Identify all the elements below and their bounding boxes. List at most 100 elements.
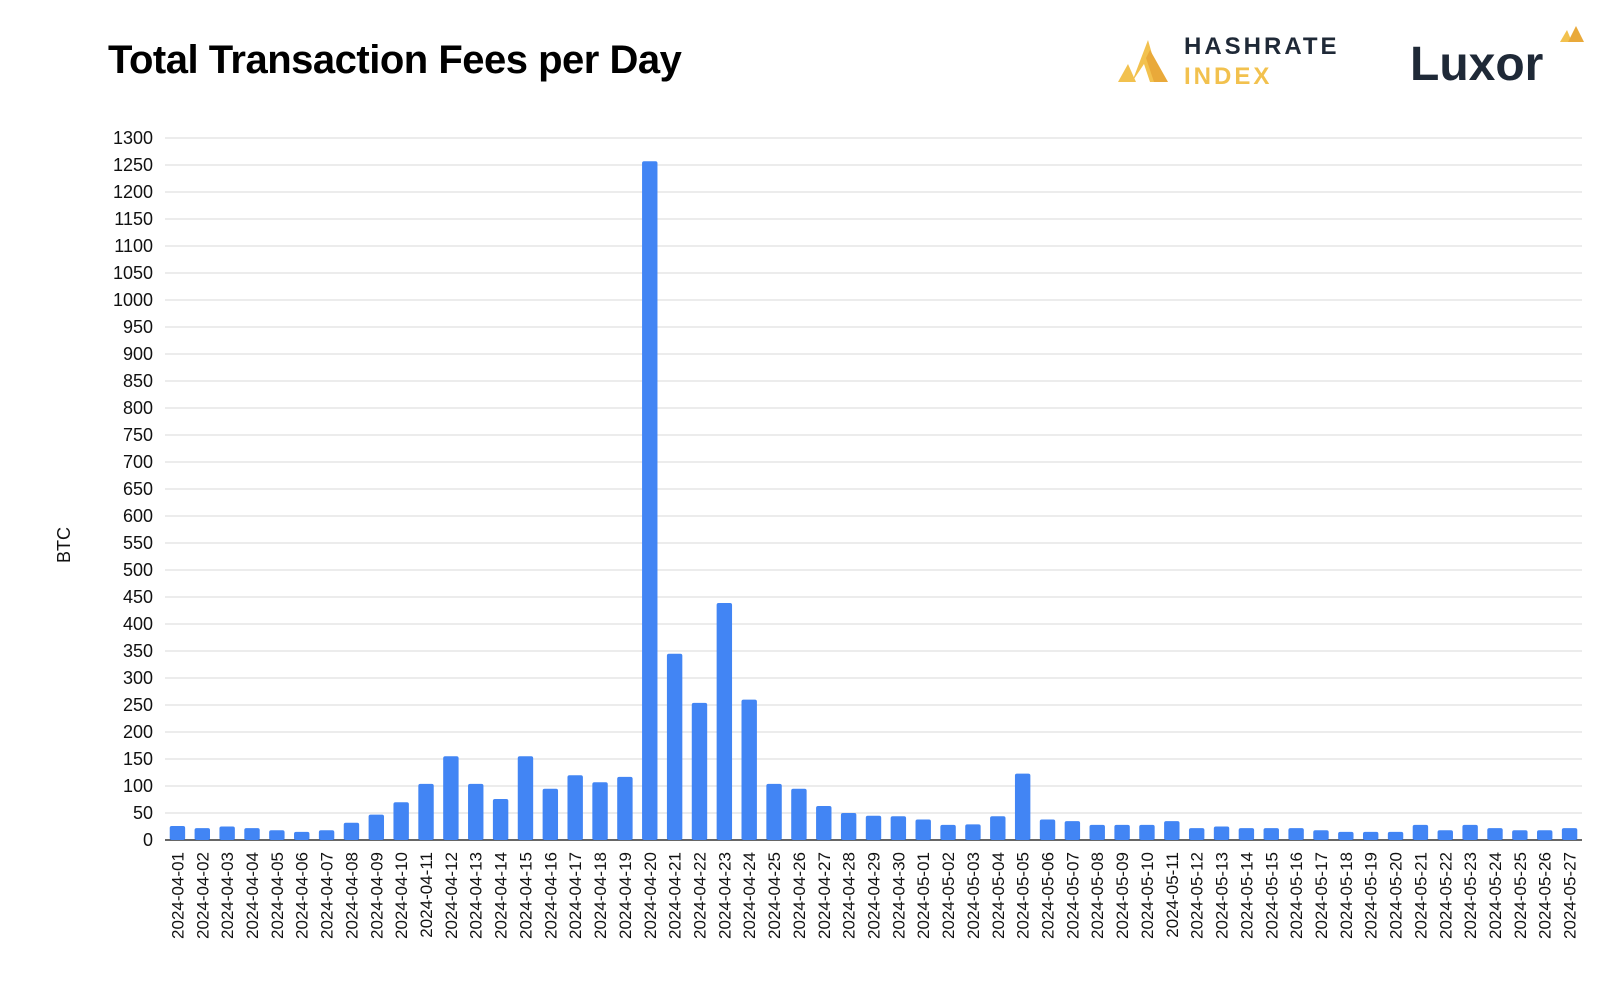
bar [816,805,832,840]
y-tick-label: 1300 [113,128,153,148]
bar [1139,824,1155,840]
bar [517,756,534,840]
x-tick-label: 2024-05-19 [1362,852,1381,939]
bar [343,822,360,840]
bar [915,819,931,840]
bar [741,699,757,840]
x-tick-label: 2024-04-11 [417,852,436,938]
bar [1462,824,1478,840]
x-tick-label: 2024-04-02 [193,852,212,939]
x-tick-label: 2024-05-24 [1486,852,1505,939]
bar [1263,828,1279,840]
bar [766,783,782,840]
y-tick-label: 1250 [113,155,153,175]
x-tick-label: 2024-05-05 [1014,852,1033,939]
x-tick-label: 2024-05-07 [1063,852,1082,939]
bars [169,161,1578,841]
bar [691,702,708,840]
x-tick-label: 2024-05-02 [939,852,958,939]
bar [318,830,335,840]
y-tick-label: 1000 [113,290,153,310]
x-tick-label: 2024-05-14 [1237,852,1256,939]
x-tick-label: 2024-05-22 [1436,852,1455,939]
bar [716,602,733,840]
x-tick-label: 2024-05-16 [1287,852,1306,939]
x-tick-label: 2024-04-16 [541,852,560,939]
x-tick-label: 2024-05-06 [1039,852,1058,939]
x-tick-label: 2024-05-18 [1337,852,1356,939]
x-tick-label: 2024-05-21 [1411,852,1430,939]
y-tick-label: 300 [123,668,153,688]
y-tick-label: 1100 [114,236,153,256]
x-tick-label: 2024-05-27 [1561,852,1580,939]
x-tick-label: 2024-04-27 [815,852,834,939]
y-tick-label: 250 [123,695,153,715]
gridlines [165,137,1582,841]
y-tick-label: 350 [123,641,153,661]
bar [1089,824,1105,840]
bar [1288,828,1304,840]
bar [1014,773,1031,840]
bar [890,816,907,840]
bar [1487,828,1503,840]
x-tick-label: 2024-04-07 [318,852,337,939]
x-tick-label: 2024-05-20 [1387,852,1406,939]
x-tick-label: 2024-04-13 [467,852,486,939]
x-tick-label: 2024-04-01 [168,852,187,939]
bar [840,813,857,840]
x-tick-label: 2024-04-14 [492,852,511,939]
x-tick-label: 2024-04-15 [516,852,535,939]
x-tick-label: 2024-04-10 [392,852,411,939]
y-tick-label: 700 [123,452,153,472]
x-tick-label: 2024-05-23 [1461,852,1480,939]
bar [592,782,608,840]
bar [542,788,559,840]
x-tick-label: 2024-05-11 [1163,852,1182,938]
y-tick-label: 400 [123,614,153,634]
x-tick-label: 2024-04-29 [865,852,884,939]
y-tick-label: 100 [123,776,153,796]
bar [1561,828,1578,840]
x-tick-label: 2024-04-09 [367,852,386,939]
x-tick-label: 2024-05-17 [1312,852,1331,939]
bar [1164,821,1180,840]
hashrate-logo-line2: INDEX [1184,63,1272,90]
y-tick-label: 650 [123,479,153,499]
luxor-logo-text: Luxor [1410,38,1543,91]
y-tick-label: 500 [123,560,153,580]
x-tick-label: 2024-05-15 [1262,852,1281,939]
x-axis-ticks: 2024-04-01 2024-04-02 2024-04-03 2024-04-04… [168,852,1579,939]
bar [219,826,235,840]
bar [865,815,882,840]
bar [1188,828,1205,840]
x-tick-label: 2024-04-08 [342,852,361,939]
x-tick-label: 2024-04-18 [591,852,610,939]
x-tick-label: 2024-04-22 [690,852,709,939]
y-tick-label: 1150 [114,209,153,229]
bar [468,783,484,840]
x-tick-label: 2024-05-26 [1536,852,1555,939]
bar [617,776,633,840]
x-tick-label: 2024-04-28 [840,852,859,939]
x-tick-label: 2024-05-25 [1511,852,1530,939]
y-tick-label: 950 [123,317,153,337]
bar [418,783,434,840]
bar [1412,824,1429,840]
hashrate-logo-line1: HASHRATE [1184,33,1340,60]
bar [1387,831,1404,840]
bar [1437,830,1453,840]
bar [567,775,583,840]
bar [666,653,683,840]
x-tick-label: 2024-04-06 [293,852,312,939]
bar [1338,831,1354,840]
y-tick-label: 1200 [113,182,153,202]
x-tick-label: 2024-04-05 [268,852,287,939]
luxor-logo-mark [1560,26,1584,42]
bar [368,814,385,840]
x-tick-label: 2024-04-03 [218,852,237,939]
bar [1512,830,1528,840]
bar [965,824,981,840]
y-tick-label: 750 [123,425,153,445]
y-tick-label: 850 [123,371,153,391]
bar [269,830,285,840]
